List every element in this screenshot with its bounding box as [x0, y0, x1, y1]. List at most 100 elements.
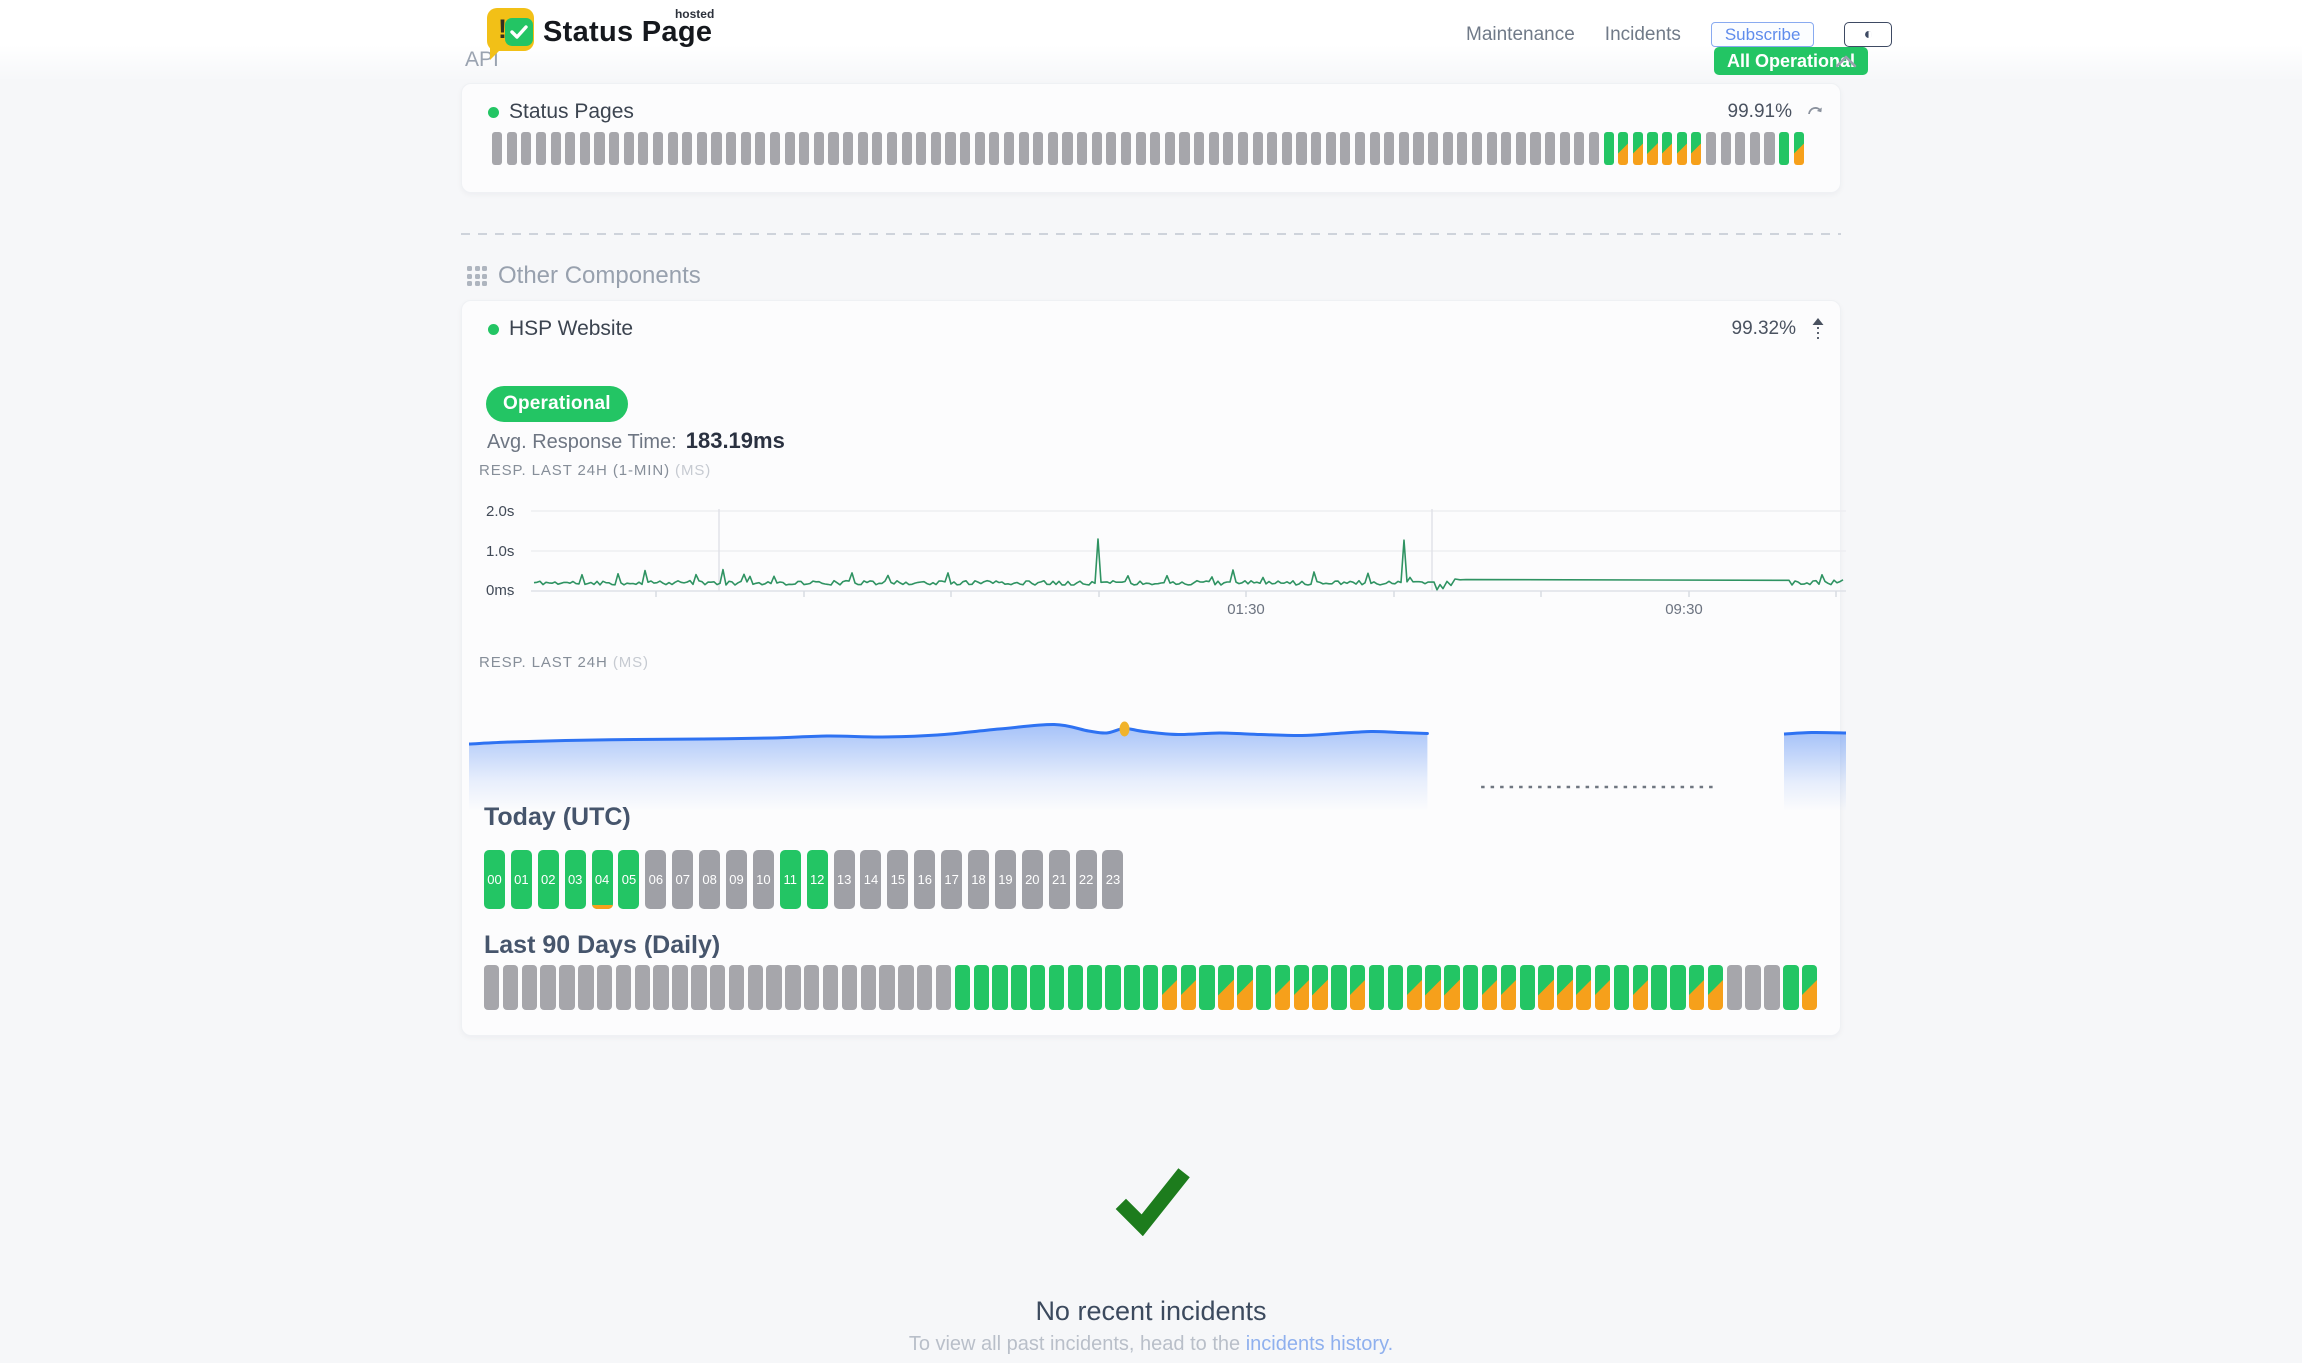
day-bar: [1557, 965, 1573, 1010]
uptime-bar: [521, 132, 532, 165]
day-bar: [1519, 965, 1535, 1010]
uptime-bar: [1793, 132, 1804, 165]
day-bar: [1218, 965, 1234, 1010]
day-bar: [578, 965, 594, 1010]
dashed-divider: [461, 233, 1841, 235]
response-time-24h-chart: [467, 699, 1847, 811]
uptime-bar: [492, 132, 503, 165]
day-bar: [634, 965, 651, 1010]
nav-maintenance[interactable]: Maintenance: [1466, 23, 1575, 45]
uptime-bar: [1252, 132, 1263, 165]
uptime-bar: [1077, 132, 1088, 165]
no-incidents-title: No recent incidents: [1035, 1296, 1267, 1326]
hour-block: 12: [806, 850, 828, 909]
uptime-bar: [1471, 132, 1483, 165]
other-components-header: Other Components: [467, 262, 701, 290]
uptime-bar: [1676, 132, 1687, 165]
hour-block: 23: [1102, 850, 1124, 909]
uptime-bar: [1398, 132, 1409, 165]
uptime-percentage: 99.91%: [1727, 101, 1792, 122]
day-bar: [1632, 965, 1648, 1010]
subscribe-button[interactable]: Subscribe: [1710, 22, 1815, 47]
day-bar: [1199, 965, 1215, 1010]
uptime-bar: [872, 132, 883, 165]
uptime-bar: [1311, 132, 1322, 165]
uptime-bar: [1018, 132, 1029, 165]
avg-response-label: Avg. Response Time:: [487, 431, 677, 453]
chevron-up-icon[interactable]: [1834, 53, 1858, 69]
uptime-bar: [989, 132, 1000, 165]
day-bar: [1312, 965, 1328, 1010]
collapse-arrow-up-icon[interactable]: [1810, 317, 1826, 341]
uptime-bar: [960, 132, 971, 165]
header-nav: Maintenance Incidents Subscribe ◐: [1466, 22, 1893, 47]
today-title: Today (UTC): [484, 803, 631, 831]
avg-response-time: Avg. Response Time: 183.19ms: [487, 428, 785, 454]
hour-block: 19: [994, 850, 1016, 909]
logo-title: Status Page: [543, 16, 713, 48]
daily-uptime-bars: [484, 965, 1818, 1010]
section-title-other: Other Components: [498, 262, 701, 289]
uptime-bar: [784, 132, 795, 165]
hour-block: 18: [968, 850, 990, 909]
no-incidents-subtitle: To view all past incidents, head to the …: [908, 1333, 1394, 1355]
uptime-bar: [1296, 132, 1307, 165]
day-bar: [653, 965, 669, 1010]
theme-toggle-button[interactable]: ◐: [1844, 22, 1893, 47]
uptime-bar: [1588, 132, 1600, 165]
uptime-bar: [1720, 132, 1731, 165]
refresh-icon[interactable]: [1806, 103, 1826, 121]
day-bar: [484, 965, 500, 1010]
hour-block: 02: [537, 850, 559, 909]
uptime-bar: [1442, 132, 1453, 165]
hour-block: 15: [887, 850, 909, 909]
component-name: Status Pages: [509, 100, 634, 123]
hour-block: 14: [860, 850, 882, 909]
uptime-bar: [682, 132, 693, 165]
status-dot: [488, 106, 499, 118]
incidents-history-link[interactable]: incidents history.: [1245, 1333, 1394, 1355]
uptime-bar: [1662, 132, 1673, 165]
uptime-bar: [1574, 132, 1585, 165]
uptime-bar: [1047, 132, 1058, 165]
day-bar: [596, 965, 613, 1010]
overall-status-badge: All Operational: [1714, 47, 1869, 75]
day-bar: [1801, 965, 1818, 1010]
status-pages-card: Status Pages 99.91%: [461, 83, 1841, 193]
hour-block: 01: [510, 850, 532, 909]
uptime-bar: [1603, 132, 1614, 165]
day-bar: [672, 965, 688, 1010]
day-bar: [1613, 965, 1630, 1010]
day-bar: [1689, 965, 1705, 1010]
uptime-bar: [1033, 132, 1044, 165]
day-bar: [1783, 965, 1799, 1010]
logo[interactable]: ! Status Page hosted: [487, 7, 714, 51]
day-bar: [1707, 965, 1724, 1010]
uptime-bar: [638, 132, 649, 165]
hour-block: 09: [726, 850, 748, 909]
uptime-bar: [535, 132, 547, 165]
day-bar: [766, 965, 782, 1010]
day-bar: [1255, 965, 1272, 1010]
nav-incidents[interactable]: Incidents: [1604, 23, 1681, 45]
day-bar: [1764, 965, 1780, 1010]
day-bar: [709, 965, 726, 1010]
day-bar: [1745, 965, 1761, 1010]
day-bar: [1274, 965, 1291, 1010]
uptime-bar: [1340, 132, 1351, 165]
day-bar: [615, 965, 632, 1010]
uptime-bar: [799, 132, 810, 165]
hour-block: 17: [941, 850, 963, 909]
day-bar: [1406, 965, 1422, 1010]
uptime-bar: [755, 132, 766, 165]
chart1-unit: (MS): [675, 462, 712, 479]
uptime-bar: [828, 132, 839, 165]
uptime-bar: [1325, 132, 1336, 165]
uptime-bar: [1691, 132, 1702, 165]
last90-title: Last 90 Days (Daily): [484, 931, 721, 959]
component-name: HSP Website: [509, 317, 634, 340]
day-bar: [898, 965, 914, 1010]
uptime-bar: [1545, 132, 1556, 165]
uptime-bar: [857, 132, 868, 165]
uptime-bar: [623, 132, 634, 165]
